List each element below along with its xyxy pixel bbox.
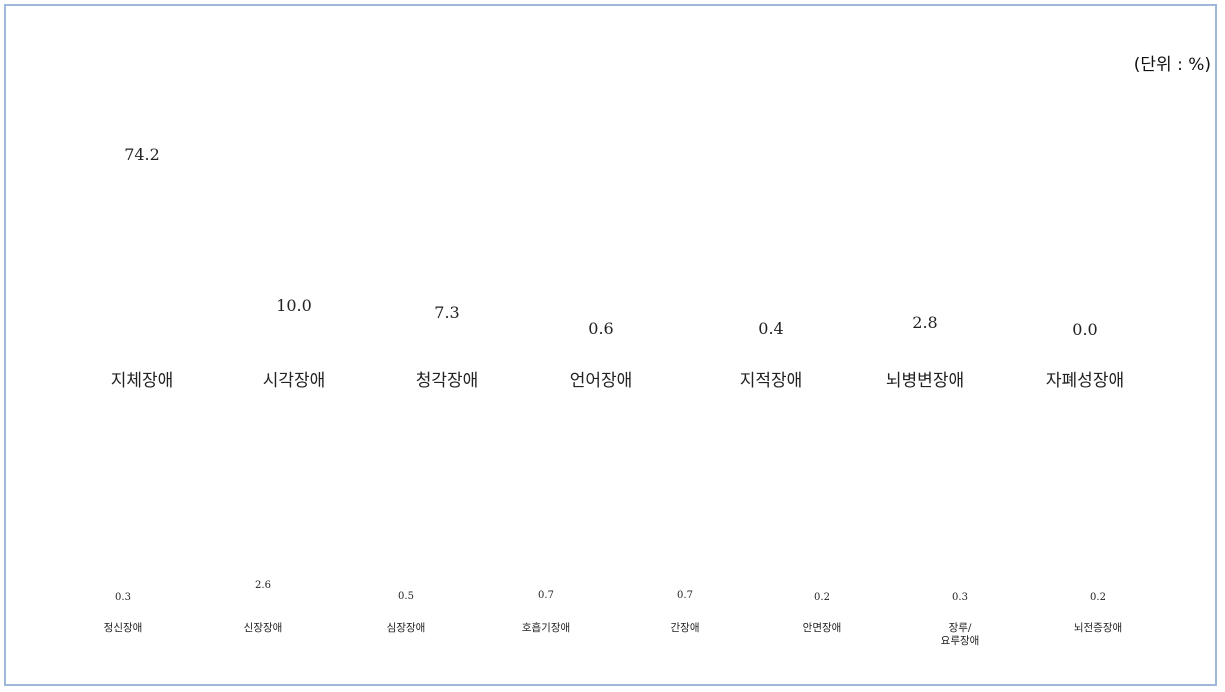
value-label: 0.7 — [677, 589, 693, 601]
category-label: 안면장애 — [802, 622, 842, 634]
unit-label: (단위 : %) — [1133, 55, 1211, 75]
category-label: 자폐성장애 — [1045, 371, 1125, 391]
category-label: 간장애 — [670, 622, 700, 634]
value-label: 0.0 — [1072, 320, 1098, 339]
value-label: 7.3 — [434, 302, 460, 322]
value-label: 0.3 — [952, 591, 968, 603]
category-label: 심장장애 — [386, 622, 426, 634]
category-label: 청각장애 — [415, 371, 479, 391]
value-label: 2.6 — [255, 580, 271, 591]
chart-frame — [4, 4, 1217, 686]
category-label: 장루/ 요루장애 — [940, 622, 980, 647]
category-label: 지체장애 — [110, 371, 174, 391]
category-label: 정신장애 — [103, 622, 143, 634]
category-label: 시각장애 — [262, 371, 326, 391]
value-label: 2.8 — [912, 313, 938, 333]
value-label: 0.3 — [115, 591, 131, 603]
value-label: 0.4 — [758, 319, 784, 339]
category-label: 뇌병변장애 — [885, 371, 965, 391]
value-label: 0.7 — [538, 589, 554, 601]
value-label: 0.2 — [1090, 592, 1106, 603]
value-label: 0.5 — [398, 590, 414, 602]
value-label: 0.2 — [814, 592, 830, 603]
category-label: 호흡기장애 — [521, 622, 571, 634]
category-label: 신장장애 — [243, 622, 283, 634]
value-label: 74.2 — [124, 144, 160, 164]
value-label: 10.0 — [276, 296, 312, 316]
category-label: 뇌전증장애 — [1073, 622, 1123, 634]
category-label: 언어장애 — [569, 371, 633, 391]
value-label: 0.6 — [588, 318, 614, 338]
category-label: 지적장애 — [739, 371, 803, 391]
